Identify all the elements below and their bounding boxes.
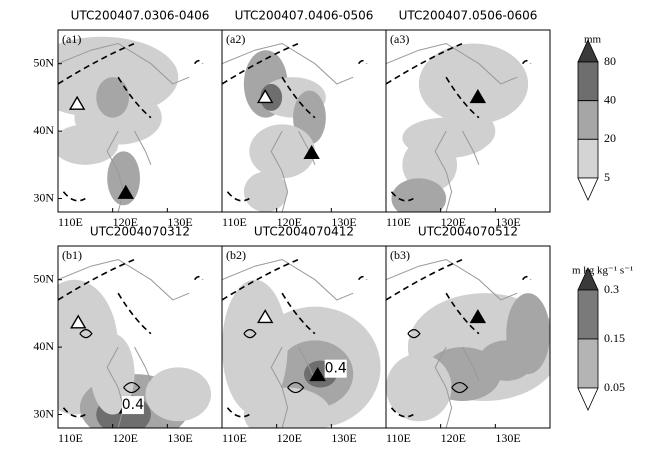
annotation-box xyxy=(324,359,347,378)
annotation-box xyxy=(121,396,144,415)
colorbar-tick-label: 80 xyxy=(604,54,616,68)
y-tick-label: 40N xyxy=(33,123,54,137)
colorbar-segment xyxy=(577,100,599,140)
solid-contour xyxy=(79,329,141,394)
map-panel: UTC200407.0306-0406 (a1) 110E 120E 130E 30N 40… xyxy=(33,9,223,229)
x-tick-label: 120E xyxy=(113,431,138,445)
colorbar-tick-label: 0.15 xyxy=(604,331,625,345)
colorbar-segment xyxy=(577,387,599,411)
panel-frame xyxy=(385,29,551,213)
site-marker xyxy=(70,314,87,329)
panel-label: (b2) xyxy=(226,248,246,262)
map-content xyxy=(58,36,204,212)
shading xyxy=(96,77,130,118)
y-tick-label: 30N xyxy=(33,190,54,204)
solid-contour xyxy=(407,329,469,394)
annotation: 0.4 xyxy=(122,397,144,413)
shading xyxy=(402,137,458,192)
coastline xyxy=(386,42,518,212)
shading xyxy=(145,367,212,422)
x-tick-label: 130E xyxy=(331,431,356,445)
colorbar-tick-label: 0.05 xyxy=(604,380,625,394)
colorbar-segment xyxy=(577,61,599,102)
panel-title: UTC200407.0506-0606 xyxy=(399,9,538,23)
panel-label: (a2) xyxy=(226,32,245,46)
x-tick-label: 130E xyxy=(495,431,520,445)
shading xyxy=(107,151,140,206)
site-marker xyxy=(469,89,487,104)
map-panel: UTC2004070412 (b2) 110E 120E 130E 0.4 xyxy=(221,225,387,445)
shading xyxy=(386,353,452,422)
panel-label: (a1) xyxy=(62,32,81,46)
site-marker xyxy=(68,95,86,110)
x-tick-label: 120E xyxy=(277,215,302,229)
x-tick-label: 120E xyxy=(277,431,302,445)
y-tick-label: 40N xyxy=(33,339,54,353)
x-tick-label: 120E xyxy=(113,215,138,229)
shading xyxy=(391,178,447,212)
y-tick-label: 30N xyxy=(33,406,54,420)
coastline xyxy=(58,258,190,428)
map-panel: UTC2004070512 (b3) 110E 120E 130E xyxy=(385,225,551,445)
shading xyxy=(222,279,288,415)
map-content xyxy=(222,42,368,212)
x-tick-label: 110E xyxy=(386,215,411,229)
site-marker xyxy=(256,309,274,324)
x-tick-label: 110E xyxy=(386,431,411,445)
site-marker xyxy=(256,89,274,104)
x-tick-label: 130E xyxy=(167,215,192,229)
shading xyxy=(58,36,179,118)
shading xyxy=(58,124,119,165)
shading xyxy=(90,333,135,415)
colorbar-segment xyxy=(577,177,599,201)
shading xyxy=(440,110,496,152)
site-marker xyxy=(117,184,135,199)
panel-title: UTC200407.0306-0406 xyxy=(71,9,210,23)
x-tick-label: 110E xyxy=(58,215,83,229)
map-panel: UTC200407.0506-0606 (a3) 110E 120E 130E xyxy=(385,9,551,229)
panel-title: UTC2004070512 xyxy=(418,225,518,239)
y-tick-label: 50N xyxy=(33,55,54,69)
x-tick-label: 110E xyxy=(222,215,247,229)
site-marker xyxy=(469,309,487,324)
coastline xyxy=(386,258,518,428)
colorbar-tick-label: 0.3 xyxy=(604,282,619,296)
site-marker xyxy=(303,144,320,160)
x-tick-label: 110E xyxy=(222,431,247,445)
map-content xyxy=(222,258,381,428)
panel-title: UTC2004070312 xyxy=(90,225,190,239)
colorbar-tick-label: 5 xyxy=(604,170,610,184)
site-marker xyxy=(309,367,326,382)
x-tick-label: 120E xyxy=(441,431,466,445)
panel-label: (a3) xyxy=(390,32,409,46)
colorbar-unit: m kg kg⁻¹ s⁻¹ xyxy=(572,265,633,277)
panel-label: (b1) xyxy=(62,248,82,262)
x-tick-label: 130E xyxy=(331,215,356,229)
solid-contour xyxy=(243,329,305,394)
x-tick-label: 130E xyxy=(495,215,520,229)
colorbar-tick-label: 40 xyxy=(604,92,616,106)
panel-label: (b3) xyxy=(390,248,410,262)
panel-title: UTC200407.0406-0506 xyxy=(235,9,374,23)
map-panel: UTC200407.0406-0506 (a2) 110E 120E 130E xyxy=(221,9,387,229)
colorbar-tick-label: 20 xyxy=(604,131,616,145)
map-content xyxy=(386,258,550,428)
map-content xyxy=(386,42,532,212)
colorbar-segment xyxy=(577,338,599,389)
annotation: 0.4 xyxy=(325,361,347,377)
shading xyxy=(249,124,315,179)
colorbar-segment xyxy=(577,289,599,340)
x-tick-label: 110E xyxy=(58,431,83,445)
x-tick-label: 130E xyxy=(167,431,192,445)
panel-frame xyxy=(385,245,551,429)
shading xyxy=(506,293,550,375)
panel-title: UTC2004070412 xyxy=(254,225,354,239)
map-panel: UTC2004070312 (b1) 110E 120E 130E 30N 40N 50N 0.… xyxy=(33,225,223,445)
colorbar-segment xyxy=(577,138,599,179)
y-tick-label: 50N xyxy=(33,271,54,285)
shading xyxy=(243,171,288,212)
x-tick-label: 120E xyxy=(441,215,466,229)
shading xyxy=(418,43,529,125)
